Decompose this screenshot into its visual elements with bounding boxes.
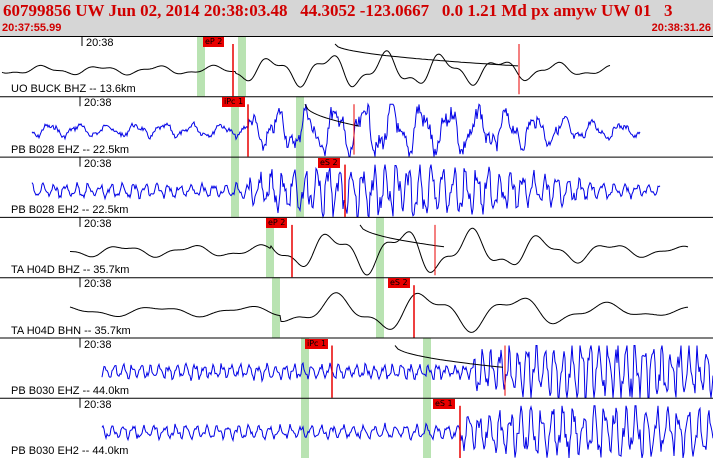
- trace-row[interactable]: [0, 397, 713, 458]
- coda-curve: [359, 224, 445, 248]
- coda-curve: [334, 43, 519, 67]
- trace-canvas[interactable]: [0, 36, 713, 458]
- waveform: [70, 227, 689, 276]
- trace-row[interactable]: [0, 337, 713, 399]
- event-title: 60799856 UW Jun 02, 2014 20:38:03.48 44.…: [3, 1, 673, 20]
- minute-label: 20:38: [84, 278, 112, 291]
- waveform: [101, 345, 713, 399]
- event-header: 60799856 UW Jun 02, 2014 20:38:03.48 44.…: [0, 0, 713, 36]
- pick-window: [296, 96, 304, 157]
- trace-row[interactable]: [0, 216, 713, 278]
- pick-flag[interactable]: iPc 1: [305, 338, 329, 349]
- minute-label: 20:38: [84, 217, 112, 230]
- coda-curve: [394, 345, 504, 368]
- start-time: 20:37:55.99: [2, 22, 62, 34]
- channel-label: PB B028 EHZ -- 22.5km: [10, 143, 130, 156]
- pick-window: [231, 96, 239, 157]
- minute-label: 20:38: [84, 157, 112, 170]
- channel-label: PB B030 EH2 -- 44.0km: [10, 445, 130, 458]
- waveform: [1, 50, 611, 88]
- minute-label: 20:38: [86, 37, 114, 49]
- pick-flag[interactable]: eP 2: [266, 217, 288, 228]
- waveform: [69, 292, 689, 333]
- trace-row[interactable]: [0, 36, 713, 97]
- pick-window: [423, 397, 431, 458]
- pick-flag[interactable]: eS 2: [388, 278, 410, 289]
- end-time: 20:38:31.26: [651, 22, 711, 34]
- pick-flag[interactable]: eS 1: [433, 398, 455, 409]
- trace-row[interactable]: [0, 96, 713, 158]
- pick-window: [301, 397, 309, 458]
- pick-window: [197, 36, 205, 97]
- channel-label: PB B030 EHZ -- 44.0km: [10, 384, 130, 397]
- minute-label: 20:38: [84, 97, 112, 110]
- waveform: [31, 102, 641, 158]
- pick-flag[interactable]: eS 2: [318, 157, 340, 168]
- trace-row[interactable]: [0, 156, 713, 219]
- pick-window: [272, 277, 280, 338]
- waveform: [101, 405, 713, 458]
- channel-label: UO BUCK BHZ -- 13.6km: [10, 83, 137, 96]
- pick-window: [301, 337, 309, 398]
- waveform: [31, 164, 661, 219]
- pick-window: [296, 156, 304, 217]
- pick-window: [238, 36, 246, 97]
- trace-panel: 20:38 eP 2 UO BUCK BHZ -- 13.6km 20:38 iPc 1…: [0, 36, 713, 458]
- minute-label: 20:38: [84, 338, 112, 351]
- pick-window: [376, 216, 384, 278]
- channel-label: TA H04D BHN -- 35.7km: [10, 324, 132, 337]
- coda-curve: [304, 104, 360, 127]
- pick-flag[interactable]: eP 2: [203, 37, 225, 47]
- channel-label: PB B028 EH2 -- 22.5km: [10, 203, 130, 216]
- pick-flag[interactable]: iPc 1: [222, 97, 246, 108]
- channel-label: TA H04D BHZ -- 35.7km: [10, 264, 131, 277]
- trace-row[interactable]: [0, 277, 713, 338]
- pick-window: [376, 277, 384, 338]
- minute-label: 20:38: [84, 398, 112, 411]
